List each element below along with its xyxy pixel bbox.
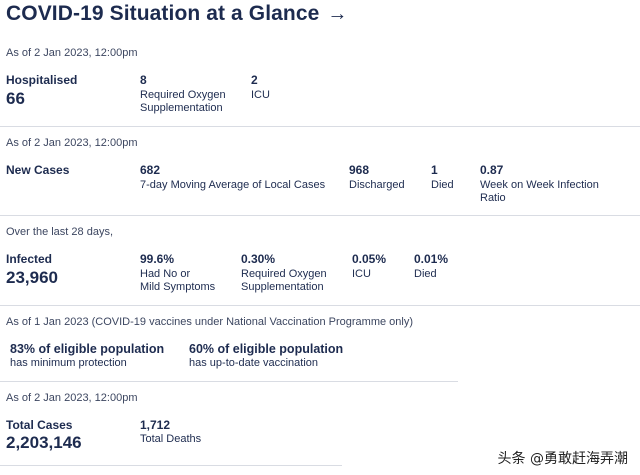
new-cases-label: New Cases [6,163,70,177]
infected-died-label: Died [414,268,437,280]
total-deaths-value: 1,712 [140,418,171,432]
minimum-protection-sub: has minimum protection [10,357,127,369]
infected-died-value: 0.01% [414,252,449,266]
mild-value: 99.6% [140,252,175,266]
watermark: 头条 @勇敢赶海弄潮 [493,447,632,469]
page-title[interactable]: COVID-19 Situation at a Glance → [6,2,348,26]
up-to-date-label: 60% of eligible population [189,342,344,356]
infected-oxygen-value: 0.30% [241,252,276,266]
cases-as-of: As of 2 Jan 2023, 12:00pm [6,137,138,149]
divider [0,215,640,216]
arrow-right-icon: → [327,2,348,25]
divider [0,126,640,127]
infected-label: Infected [6,252,53,266]
up-to-date-sub: has up-to-date vaccination [189,357,319,369]
infection-ratio-value: 0.87 [480,163,504,177]
hospital-oxygen-value: 8 [140,73,147,87]
hospitalised-value: 66 [6,89,25,108]
infected-value: 23,960 [6,268,58,287]
infection-ratio-label-2: Ratio [480,192,506,204]
died-value: 1 [431,163,438,177]
infected-icu-value: 0.05% [352,252,387,266]
total-cases-value: 2,203,146 [6,433,82,452]
died-label: Died [431,179,454,191]
discharged-value: 968 [349,163,370,177]
vaccine-as-of: As of 1 Jan 2023 (COVID-19 vaccines unde… [6,316,413,328]
infected-as-of: Over the last 28 days, [6,226,113,238]
infected-icu-label: ICU [352,268,371,280]
hospitalised-label: Hospitalised [6,73,78,87]
divider [0,465,342,466]
hospital-oxygen-label-1: Required Oxygen [140,89,226,101]
discharged-label: Discharged [349,179,405,191]
mild-label-1: Had No or [140,268,191,280]
mild-label-2: Mild Symptoms [140,281,216,293]
infected-oxygen-label-1: Required Oxygen [241,268,327,280]
moving-average-value: 682 [140,163,161,177]
minimum-protection-label: 83% of eligible population [10,342,165,356]
hospital-icu-value: 2 [251,73,258,87]
hospital-icu-label: ICU [251,89,270,101]
totals-as-of: As of 2 Jan 2023, 12:00pm [6,392,138,404]
infected-oxygen-label-2: Supplementation [241,281,324,293]
divider [0,381,458,382]
hospital-oxygen-label-2: Supplementation [140,102,223,114]
infection-ratio-label-1: Week on Week Infection [480,179,599,191]
divider [0,305,640,306]
page-title-text: COVID-19 Situation at a Glance [6,2,320,25]
total-cases-label: Total Cases [6,418,73,432]
moving-average-label: 7-day Moving Average of Local Cases [140,179,326,191]
total-deaths-label: Total Deaths [140,433,202,445]
hospital-as-of: As of 2 Jan 2023, 12:00pm [6,47,138,59]
